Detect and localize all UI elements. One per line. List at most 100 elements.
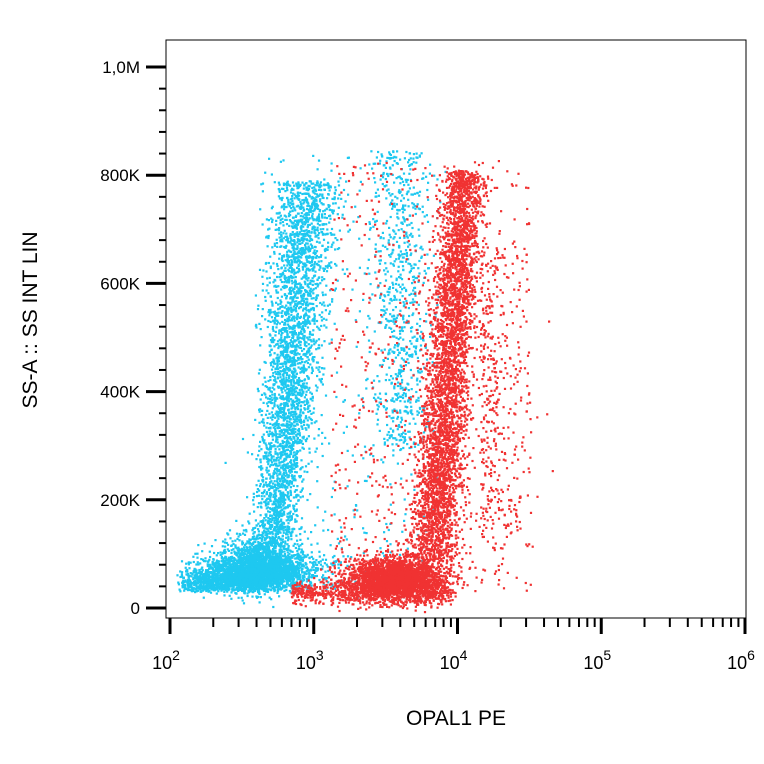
data-point bbox=[275, 323, 278, 326]
data-point bbox=[227, 569, 230, 572]
data-point bbox=[230, 591, 233, 594]
data-point bbox=[281, 439, 284, 442]
data-point bbox=[295, 387, 299, 390]
data-point bbox=[276, 482, 280, 485]
data-point bbox=[288, 369, 291, 372]
data-point bbox=[333, 587, 336, 590]
data-point bbox=[269, 400, 272, 403]
data-point bbox=[319, 266, 322, 269]
data-point bbox=[317, 188, 321, 191]
data-point bbox=[282, 224, 285, 227]
data-point bbox=[283, 229, 286, 232]
data-point bbox=[309, 287, 312, 290]
data-point bbox=[191, 572, 194, 575]
data-point bbox=[209, 591, 213, 594]
data-point bbox=[285, 481, 288, 485]
data-point bbox=[304, 312, 308, 315]
data-point bbox=[312, 329, 315, 332]
data-point bbox=[346, 564, 349, 567]
data-point bbox=[301, 425, 304, 428]
data-point bbox=[195, 573, 198, 576]
data-point bbox=[312, 411, 315, 414]
data-point bbox=[224, 586, 227, 589]
data-point bbox=[261, 476, 265, 479]
data-point bbox=[276, 474, 279, 477]
data-point bbox=[209, 583, 212, 586]
data-point bbox=[269, 499, 272, 503]
data-point bbox=[294, 573, 297, 576]
data-point bbox=[290, 203, 293, 206]
data-point bbox=[257, 454, 260, 457]
data-point bbox=[292, 579, 295, 582]
data-point bbox=[303, 321, 306, 324]
data-point bbox=[303, 382, 306, 385]
data-point bbox=[275, 312, 279, 315]
data-point bbox=[214, 583, 217, 587]
data-point bbox=[324, 233, 327, 236]
data-point bbox=[281, 344, 285, 347]
data-point bbox=[321, 576, 324, 579]
data-point bbox=[296, 248, 299, 251]
data-point bbox=[277, 373, 280, 376]
data-point bbox=[290, 414, 293, 417]
data-point bbox=[227, 558, 230, 561]
data-point bbox=[211, 577, 214, 580]
data-point bbox=[251, 537, 254, 540]
data-point bbox=[300, 489, 303, 492]
data-point bbox=[264, 586, 267, 589]
data-point bbox=[199, 562, 202, 565]
data-point bbox=[291, 299, 294, 302]
data-point bbox=[297, 584, 300, 587]
data-point bbox=[282, 410, 286, 413]
data-point bbox=[290, 467, 293, 470]
data-point bbox=[297, 561, 300, 564]
data-point bbox=[246, 496, 249, 499]
data-point bbox=[307, 388, 310, 391]
data-point bbox=[258, 268, 262, 271]
data-point bbox=[288, 483, 291, 486]
data-point bbox=[286, 491, 289, 494]
data-point bbox=[317, 237, 320, 240]
data-point bbox=[284, 269, 287, 272]
data-point bbox=[283, 264, 286, 267]
data-point bbox=[177, 581, 180, 584]
data-point bbox=[305, 345, 308, 348]
data-point bbox=[212, 585, 215, 588]
data-point bbox=[195, 563, 198, 566]
data-point bbox=[291, 432, 294, 435]
data-point bbox=[293, 391, 296, 394]
data-point bbox=[308, 574, 311, 577]
data-point bbox=[269, 422, 272, 425]
data-point bbox=[184, 583, 187, 586]
data-point bbox=[292, 309, 295, 312]
data-point bbox=[209, 579, 212, 582]
data-point bbox=[290, 380, 293, 383]
data-point bbox=[300, 358, 303, 361]
data-point bbox=[280, 383, 283, 386]
data-point bbox=[289, 489, 292, 492]
data-point bbox=[296, 462, 299, 465]
data-point bbox=[294, 390, 298, 393]
data-point bbox=[292, 479, 295, 482]
data-point bbox=[215, 582, 218, 585]
data-point bbox=[307, 267, 310, 270]
data-point bbox=[299, 289, 302, 292]
data-point bbox=[281, 486, 284, 489]
data-point bbox=[274, 317, 277, 320]
data-point bbox=[287, 201, 290, 204]
data-point bbox=[282, 547, 285, 550]
data-point bbox=[301, 393, 304, 396]
data-point bbox=[294, 510, 297, 513]
data-point bbox=[283, 480, 286, 483]
data-point bbox=[183, 587, 186, 590]
data-point bbox=[301, 567, 304, 570]
data-point bbox=[267, 319, 270, 323]
data-point bbox=[285, 239, 288, 242]
data-point bbox=[246, 451, 249, 454]
data-point bbox=[257, 522, 260, 525]
data-point bbox=[305, 309, 308, 312]
data-point bbox=[297, 326, 300, 329]
data-point bbox=[296, 244, 299, 247]
data-point bbox=[263, 517, 266, 520]
data-point bbox=[267, 434, 270, 437]
